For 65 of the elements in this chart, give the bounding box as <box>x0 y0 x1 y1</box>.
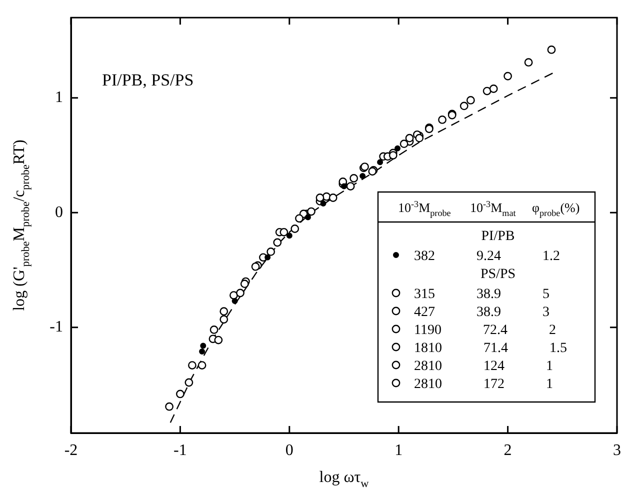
annotation: PS/PS <box>480 267 516 282</box>
point <box>438 116 446 124</box>
y-tick-label: 0 <box>55 204 63 221</box>
y-tick-label: 1 <box>55 89 63 106</box>
point <box>176 390 184 398</box>
annotation: PI/PB <box>481 229 515 244</box>
point <box>220 315 228 324</box>
point <box>316 194 324 202</box>
legend-label: 1190 72.4 2 <box>414 323 556 338</box>
point <box>482 86 492 96</box>
legend-label: 382 9.24 1.2 <box>414 249 560 264</box>
point <box>165 402 174 411</box>
point <box>350 174 358 182</box>
x-tick-label: -1 <box>174 442 187 459</box>
x-tick-label: 2 <box>504 442 512 459</box>
point <box>388 151 398 160</box>
legend-label: 2810 172 1 <box>414 377 553 392</box>
point <box>236 288 244 298</box>
point <box>377 159 384 166</box>
x-tick-label: -2 <box>64 442 78 459</box>
point <box>341 183 347 190</box>
legend-label: 427 38.9 3 <box>414 305 550 320</box>
point <box>232 298 238 304</box>
y-tick-label: -1 <box>50 318 63 336</box>
point <box>320 200 326 206</box>
point <box>504 72 512 80</box>
point <box>405 134 414 142</box>
point <box>460 102 468 110</box>
point <box>547 46 556 54</box>
x-tick-label: 1 <box>394 442 403 459</box>
point <box>307 207 316 216</box>
x-tick-label: 3 <box>613 442 621 459</box>
point <box>346 182 355 190</box>
point <box>220 307 228 316</box>
point <box>328 194 338 202</box>
point <box>524 58 533 67</box>
point <box>290 224 300 233</box>
point <box>360 172 366 179</box>
legend-label: 2810 124 1 <box>414 359 553 374</box>
point <box>400 140 408 148</box>
point <box>199 348 206 355</box>
point <box>286 232 292 239</box>
point <box>489 84 498 93</box>
point <box>304 214 311 220</box>
x-tick-label: 0 <box>285 442 294 459</box>
point <box>251 262 260 271</box>
text: PI/PB, PS/PS <box>102 70 194 90</box>
legend-label: 1810 71.4 1.5 <box>414 341 567 356</box>
point <box>394 145 401 152</box>
point <box>188 361 196 370</box>
point <box>466 96 475 104</box>
point <box>266 247 276 256</box>
point <box>295 214 304 223</box>
point <box>264 254 271 260</box>
point <box>184 378 194 387</box>
point <box>214 336 223 344</box>
point <box>200 342 206 349</box>
point <box>273 238 282 247</box>
y-axis-title: log (G'probeMprobe/cprobeRT) <box>11 140 32 311</box>
point <box>198 361 206 370</box>
point <box>210 326 218 334</box>
point <box>415 134 424 142</box>
point <box>280 228 288 236</box>
legend-label: 315 38.9 5 <box>414 287 550 302</box>
point <box>240 280 249 288</box>
